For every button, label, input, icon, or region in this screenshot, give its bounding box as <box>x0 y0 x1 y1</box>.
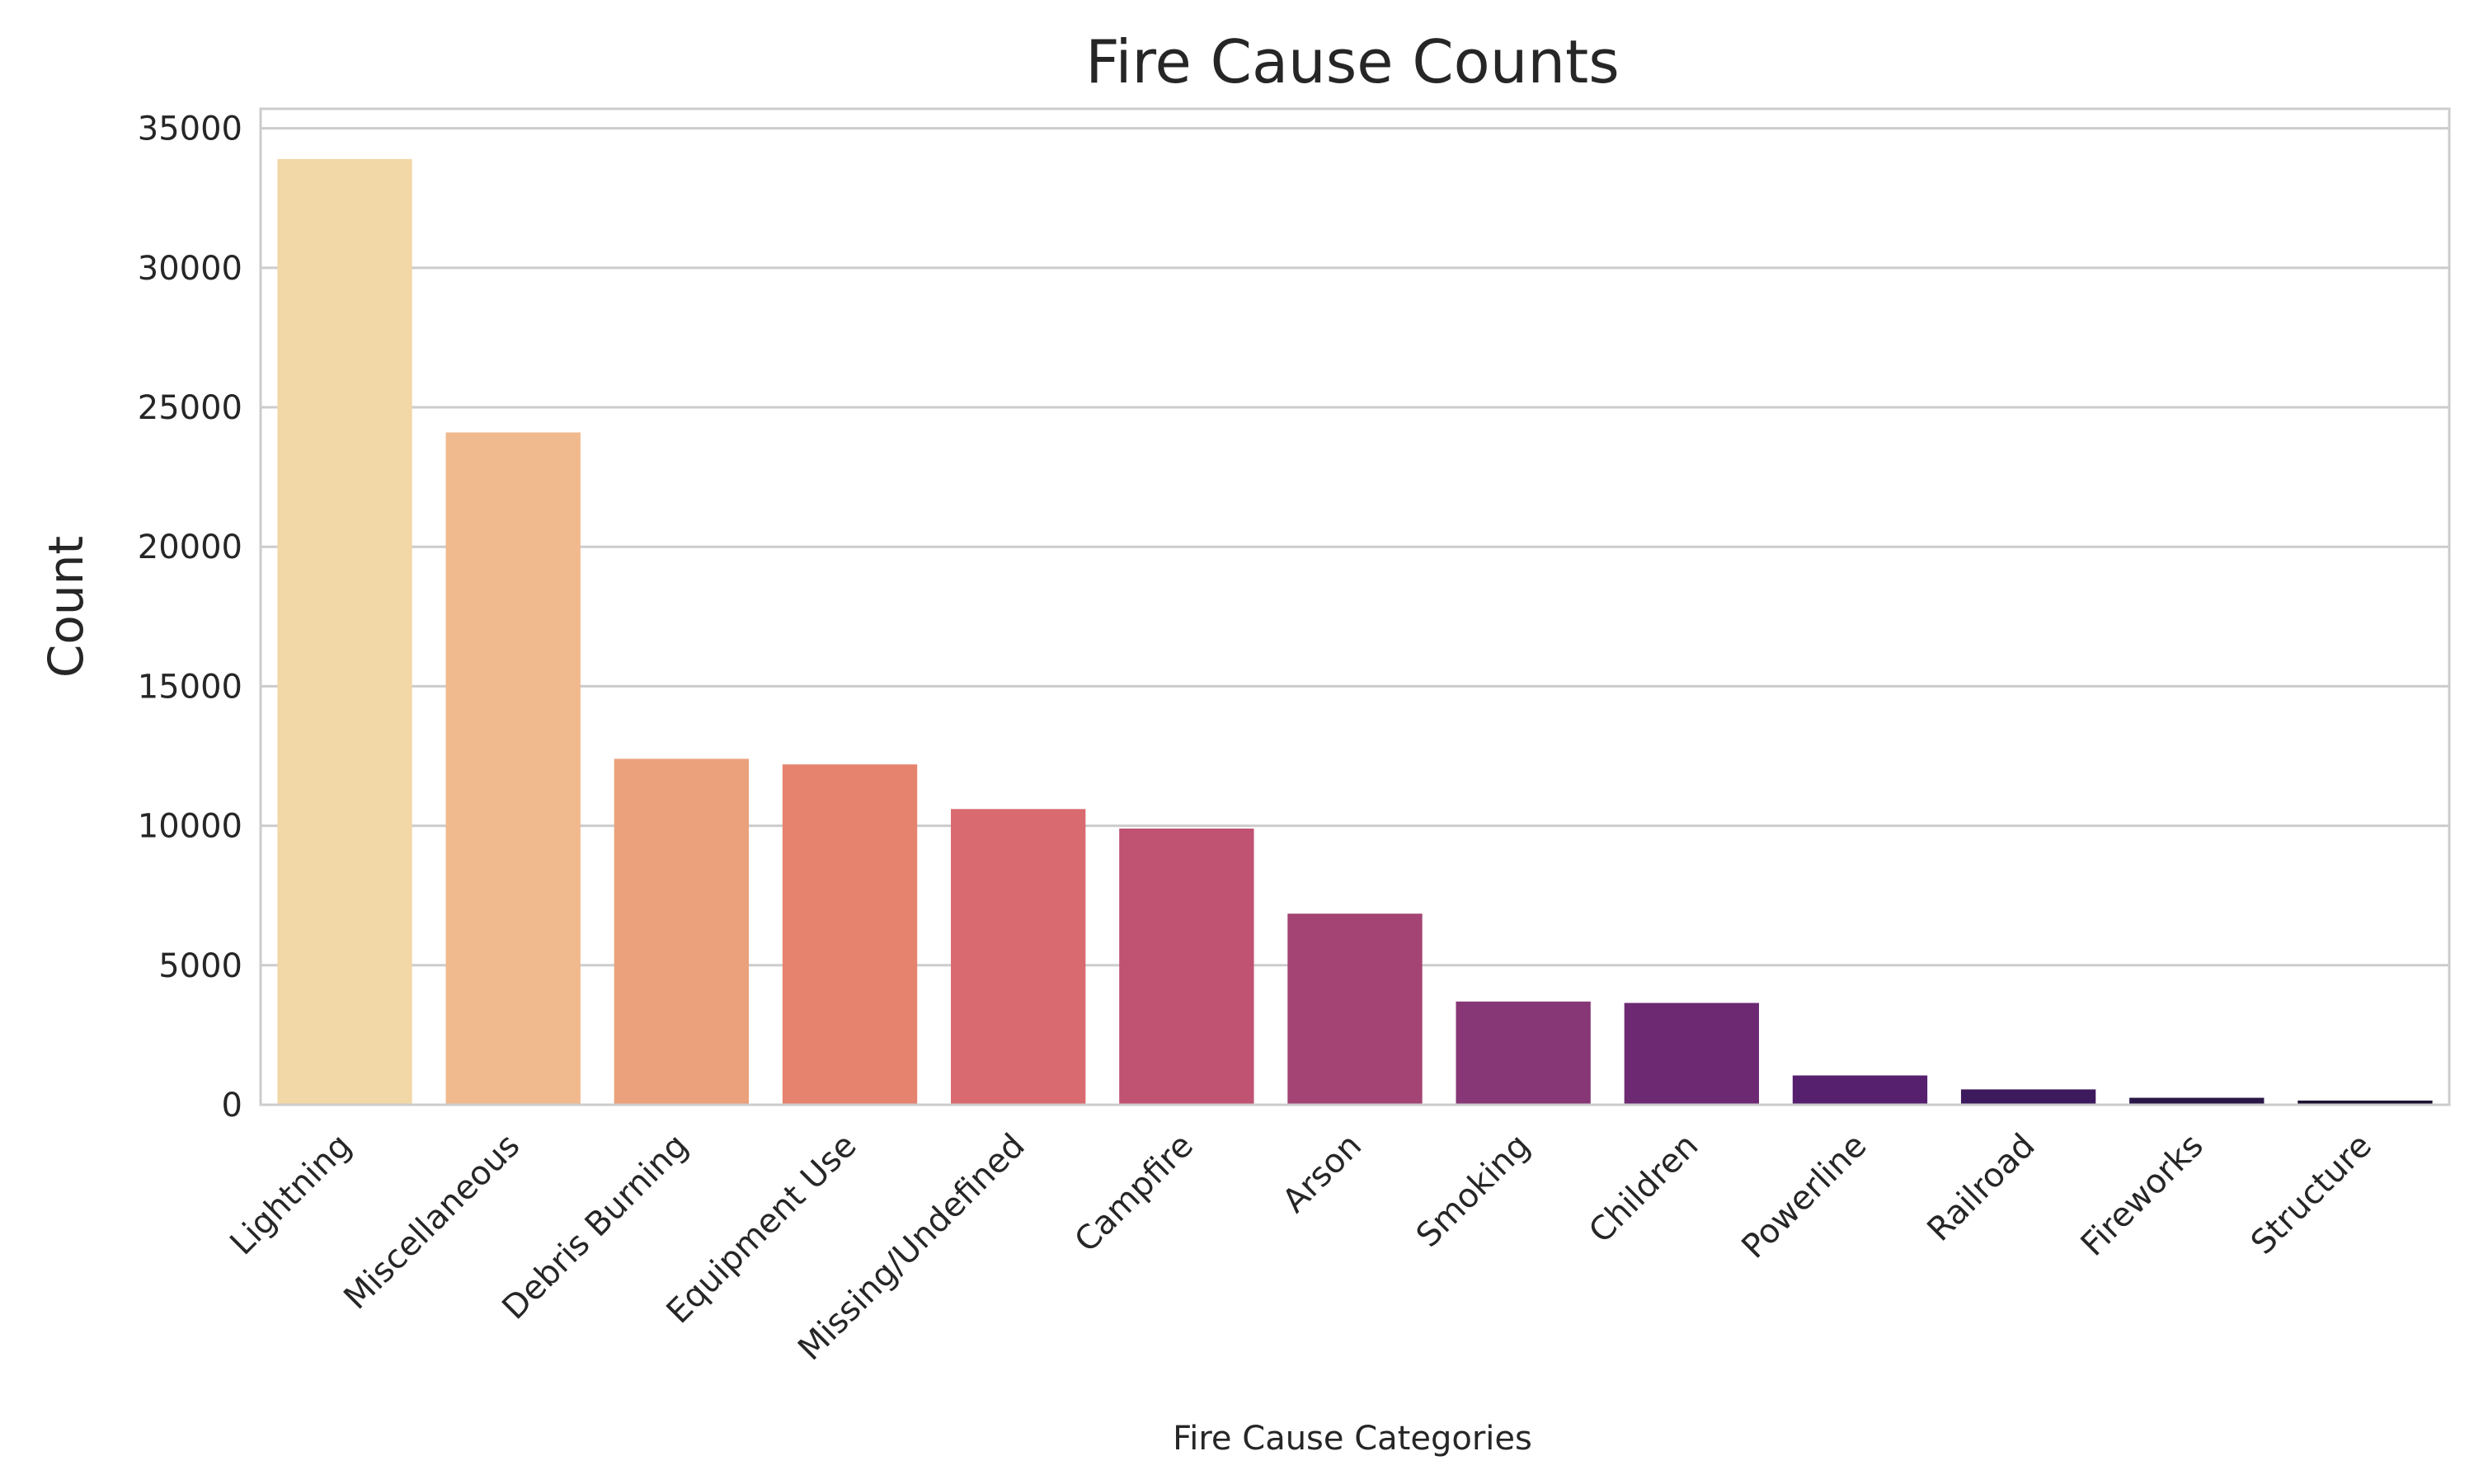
y-tick-label: 30000 <box>138 250 242 288</box>
bar <box>1119 829 1254 1105</box>
bars <box>277 158 2433 1105</box>
bar <box>614 758 750 1105</box>
bar <box>1287 913 1423 1105</box>
y-tick-label: 5000 <box>158 947 242 985</box>
bar <box>2129 1097 2265 1105</box>
bar <box>2298 1100 2433 1105</box>
plot-frame <box>259 107 2451 1106</box>
y-tick-label: 20000 <box>138 528 242 566</box>
y-axis-label: Count <box>38 536 94 678</box>
bar <box>277 158 412 1105</box>
y-tick-labels: 0 5000 10000 15000 20000 25000 30000 35000 <box>138 110 242 1125</box>
bar <box>1960 1089 2096 1105</box>
bar <box>445 432 581 1105</box>
bar <box>951 809 1086 1105</box>
bar <box>1792 1075 1928 1105</box>
y-tick-label: 35000 <box>138 110 242 148</box>
y-tick-label: 0 <box>222 1087 242 1125</box>
chart-title: Fire Cause Counts <box>1085 27 1619 96</box>
bar <box>1624 1003 1759 1105</box>
y-tick-label: 15000 <box>138 668 242 706</box>
y-tick-label: 25000 <box>138 389 242 427</box>
bar <box>1456 1001 1591 1105</box>
y-tick-label: 10000 <box>138 808 242 846</box>
bar <box>782 764 918 1105</box>
x-axis-label: Fire Cause Categories <box>1173 1420 1532 1458</box>
